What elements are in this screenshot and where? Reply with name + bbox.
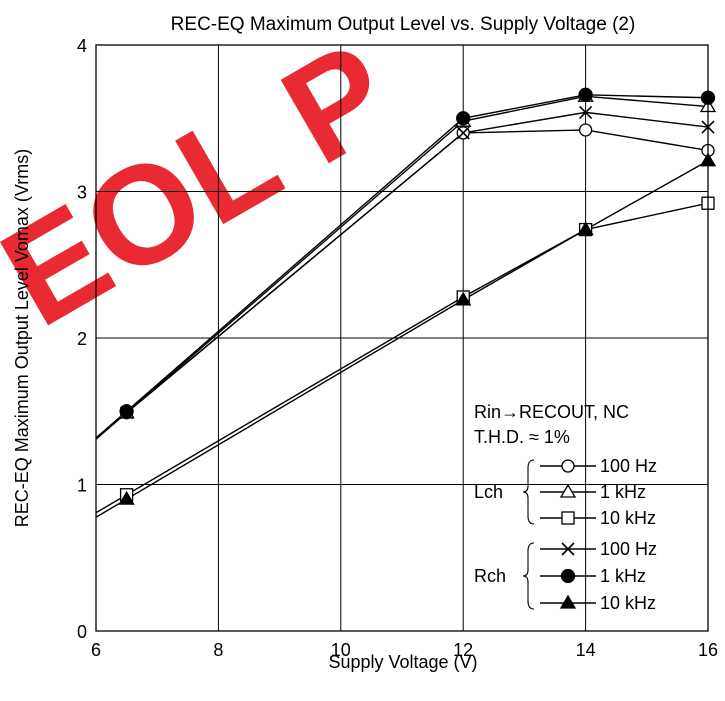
data-point-rch — [456, 111, 471, 126]
legend-marker — [561, 511, 575, 525]
legend-entry-label: 10 kHz — [600, 508, 656, 528]
x-tick-label: 16 — [698, 640, 718, 660]
legend-entry-label: 100 Hz — [600, 456, 657, 476]
data-point-rch — [579, 105, 593, 119]
data-point-lch — [578, 123, 593, 137]
legend-group-label: Rch — [474, 566, 506, 586]
x-tick-label: 12 — [453, 640, 473, 660]
legend-marker — [559, 594, 577, 609]
y-tick-label: 0 — [77, 622, 87, 642]
watermark: EOL P — [0, 11, 417, 356]
data-point-rch — [577, 221, 594, 236]
data-point-rch — [456, 126, 470, 140]
legend-brace — [522, 542, 535, 610]
chart-title: REC-EQ Maximum Output Level vs. Supply V… — [171, 14, 636, 35]
y-tick-label: 3 — [77, 183, 87, 203]
legend-entry-label: 1 kHz — [600, 566, 646, 586]
y-axis-label: REC-EQ Maximum Output Level Vomax (Vrms) — [12, 149, 32, 527]
data-point-rch — [455, 291, 472, 306]
legend-group-label: Lch — [474, 482, 503, 502]
x-tick-label: 10 — [331, 640, 351, 660]
legend-condition: Rin→RECOUT, NC — [474, 402, 629, 422]
legend-marker — [560, 568, 576, 584]
x-tick-label: 14 — [576, 640, 596, 660]
plot-frame — [95, 44, 709, 632]
data-point-rch — [578, 87, 593, 102]
x-tick-label: 6 — [91, 640, 101, 660]
x-tick-label: 8 — [213, 640, 223, 660]
data-point-rch — [119, 404, 134, 419]
y-tick-label: 1 — [77, 476, 87, 496]
legend-entry-label: 100 Hz — [600, 539, 657, 559]
legend-entry-label: 1 kHz — [600, 482, 646, 502]
legend-brace — [522, 459, 535, 525]
legend-entry-label: 10 kHz — [600, 593, 656, 613]
legend-condition: T.H.D. ≈ 1% — [474, 427, 570, 447]
y-tick-label: 2 — [77, 329, 87, 349]
x-axis-label: Supply Voltage (V) — [328, 652, 477, 672]
legend-marker — [561, 459, 575, 473]
y-tick-label: 4 — [77, 36, 87, 56]
data-point-rch — [118, 490, 135, 505]
legend-marker — [559, 483, 577, 498]
legend-marker — [561, 542, 575, 556]
